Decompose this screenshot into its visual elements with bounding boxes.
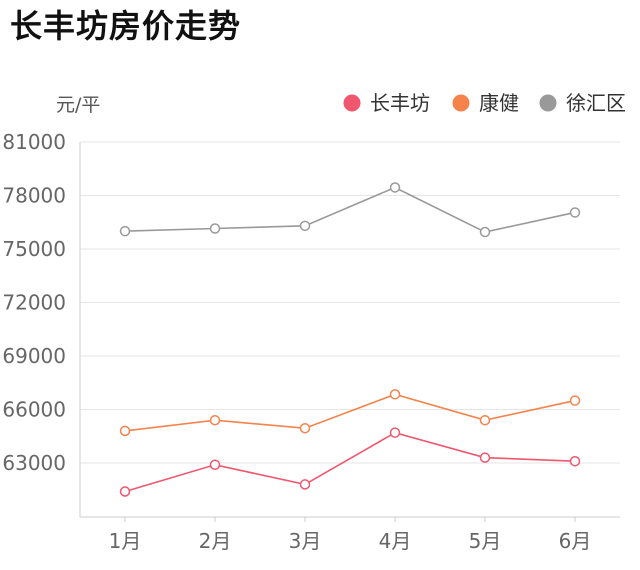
- x-axis-tick-labels: 1月 2月 3月 4月 5月 6月: [109, 517, 592, 553]
- data-point: [479, 414, 491, 426]
- data-point: [569, 395, 581, 406]
- y-tick-label: 63000: [2, 451, 66, 475]
- legend-label: 徐汇区: [566, 91, 626, 115]
- data-point: [209, 223, 221, 234]
- data-point: [299, 220, 311, 232]
- x-tick-label: 6月: [559, 529, 592, 553]
- legend-marker: [452, 94, 470, 112]
- data-point: [479, 226, 491, 238]
- legend-label: 康健: [479, 91, 519, 115]
- x-tick-label: 5月: [469, 529, 502, 553]
- y-tick-label: 69000: [2, 344, 66, 368]
- x-tick-label: 4月: [379, 529, 412, 553]
- y-tick-label: 78000: [2, 184, 66, 208]
- data-point: [569, 207, 581, 218]
- data-point: [119, 425, 131, 437]
- series-lines: [119, 182, 581, 497]
- data-point: [209, 459, 221, 471]
- legend-label: 长丰坊: [370, 91, 430, 115]
- data-point: [299, 479, 311, 490]
- data-point: [299, 422, 311, 434]
- data-point: [479, 452, 491, 463]
- data-point: [569, 455, 581, 467]
- x-tick-label: 3月: [289, 529, 322, 553]
- series-line: [124, 393, 576, 432]
- data-point: [119, 225, 131, 237]
- y-tick-label: 81000: [2, 130, 66, 154]
- y-axis-unit-label: 元/平: [56, 94, 100, 116]
- data-point: [389, 389, 401, 400]
- legend-marker: [539, 94, 557, 112]
- series-line: [124, 431, 576, 493]
- x-tick-label: 1月: [109, 529, 142, 553]
- data-point: [119, 486, 131, 497]
- legend: 长丰坊 康健 徐汇区: [343, 91, 626, 115]
- y-tick-label: 72000: [2, 291, 66, 315]
- y-axis-tick-labels: 81000 78000 75000 72000 69000 66000 63000: [2, 130, 66, 475]
- data-point: [209, 414, 221, 426]
- x-tick-label: 2月: [199, 529, 232, 553]
- page-title: 长丰坊房价走势: [10, 7, 242, 45]
- y-tick-label: 66000: [2, 398, 66, 422]
- series-line: [124, 186, 576, 233]
- axes: 元/平: [56, 94, 620, 518]
- legend-marker: [343, 94, 361, 112]
- y-tick-label: 75000: [2, 237, 66, 261]
- data-point: [389, 182, 401, 193]
- gridlines: [80, 141, 620, 464]
- data-point: [389, 427, 401, 438]
